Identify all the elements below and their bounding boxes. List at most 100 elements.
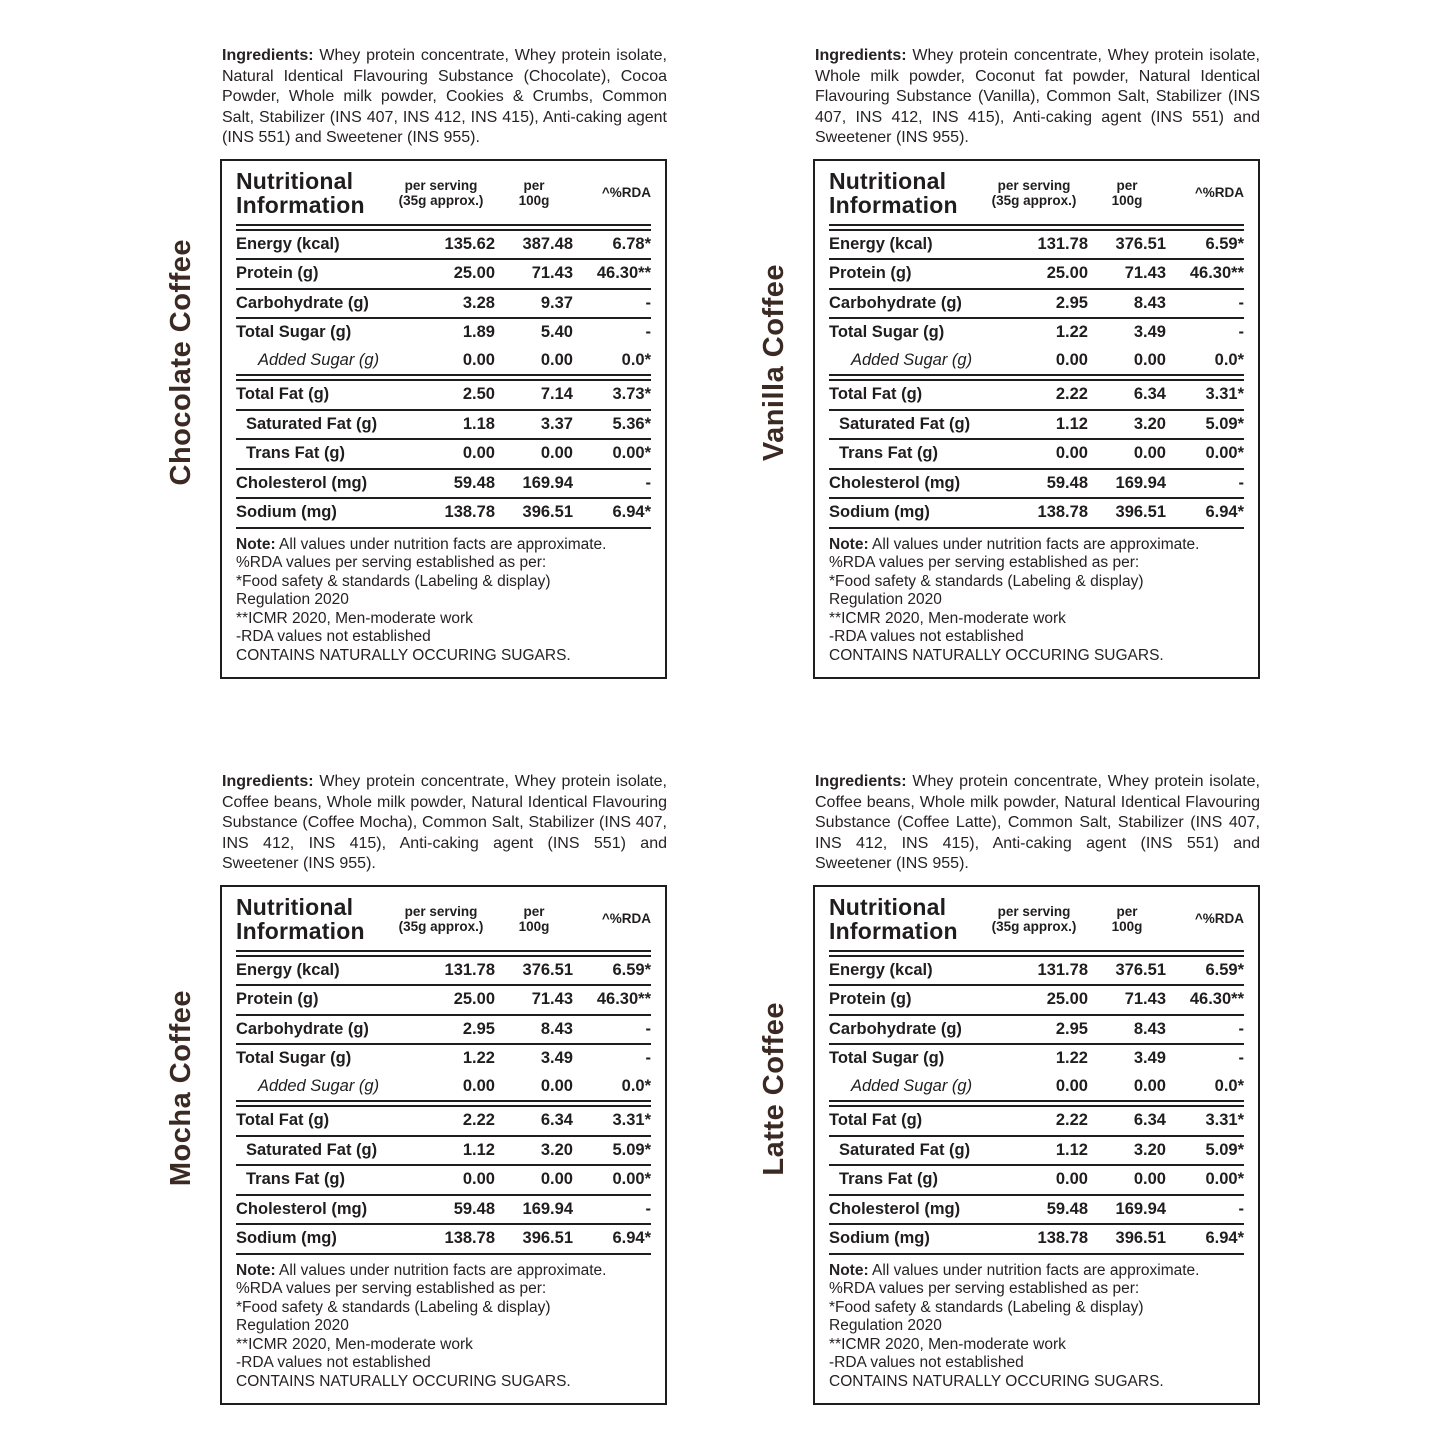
row-label: Total Fat (g) bbox=[829, 1111, 923, 1130]
value-per-100g: 9.37 bbox=[540, 293, 573, 312]
per-100g-line2: 100g bbox=[1111, 919, 1143, 934]
table-title-line2: Information bbox=[829, 918, 958, 944]
note-prefix: Note: bbox=[829, 1261, 869, 1279]
table-row: Total Fat (g) 2.50 7.14 3.73* bbox=[236, 381, 651, 409]
table-row: Added Sugar (g) 0.00 0.00 0.0* bbox=[236, 347, 651, 375]
table-title-line1: Nutritional bbox=[829, 167, 947, 194]
row-divider bbox=[829, 1193, 1244, 1196]
table-row: Cholesterol (mg) 59.48 169.94 - bbox=[236, 470, 651, 498]
value-rda: - bbox=[645, 293, 652, 312]
table-row: Trans Fat (g) 0.00 0.00 0.00* bbox=[236, 440, 651, 468]
value-per-100g: 387.48 bbox=[522, 234, 573, 253]
row-divider bbox=[829, 497, 1244, 499]
row-label: Energy (kcal) bbox=[829, 960, 933, 979]
row-label: Added Sugar (g) bbox=[851, 1076, 973, 1095]
table-header-row: Nutritional Information per serving (35g ap… bbox=[236, 161, 651, 224]
per-100g-line2: 100g bbox=[518, 193, 550, 208]
row-divider bbox=[236, 408, 651, 411]
table-title-line1: Nutritional bbox=[236, 893, 354, 920]
value-per-100g: 396.51 bbox=[522, 1229, 573, 1248]
value-per-100g: 396.51 bbox=[522, 503, 573, 522]
flavor-label: Mocha Coffee bbox=[164, 990, 197, 1187]
per-100g-line1: per bbox=[1116, 903, 1138, 919]
row-divider bbox=[236, 317, 651, 319]
row-label: Trans Fat (g) bbox=[839, 1170, 939, 1189]
per-100g-line1: per bbox=[523, 177, 545, 193]
table-row: Carbohydrate (g) 2.95 8.43 - bbox=[829, 1016, 1244, 1044]
table-row: Total Sugar (g) 1.89 5.40 - bbox=[236, 319, 651, 347]
ingredients-paragraph: Ingredients: Whey protein concentrate, W… bbox=[815, 46, 1260, 149]
value-per-100g: 71.43 bbox=[1124, 990, 1166, 1009]
value-rda: - bbox=[1238, 293, 1245, 312]
row-divider bbox=[236, 497, 651, 499]
value-rda: - bbox=[1238, 323, 1245, 342]
note-line: -RDA values not established bbox=[236, 628, 431, 645]
value-per-serving: 1.12 bbox=[1055, 1140, 1088, 1159]
per-100g-line2: 100g bbox=[518, 919, 550, 934]
table-row: Trans Fat (g) 0.00 0.00 0.00* bbox=[236, 1166, 651, 1194]
per-serving-line2: (35g approx.) bbox=[991, 919, 1077, 934]
row-label: Trans Fat (g) bbox=[246, 444, 346, 463]
row-divider bbox=[829, 317, 1244, 319]
note-line: *Food safety & standards (Labeling & dis… bbox=[236, 1298, 551, 1316]
row-divider bbox=[829, 287, 1244, 290]
table-row: Sodium (mg) 138.78 396.51 6.94* bbox=[236, 1225, 651, 1253]
row-label: Carbohydrate (g) bbox=[236, 1019, 369, 1038]
per-serving-line2: (35g approx.) bbox=[398, 919, 484, 934]
value-per-serving: 0.00 bbox=[462, 350, 495, 369]
value-per-serving: 0.00 bbox=[462, 1076, 495, 1095]
value-per-100g: 169.94 bbox=[1115, 1199, 1166, 1218]
row-divider bbox=[829, 467, 1244, 470]
flavor-label-column: Vanilla Coffee bbox=[745, 46, 803, 679]
value-per-serving: 0.00 bbox=[462, 1170, 495, 1189]
column-header-rda: ^%RDA bbox=[601, 911, 651, 927]
row-divider-double bbox=[236, 374, 651, 381]
table-row: Carbohydrate (g) 3.28 9.37 - bbox=[236, 290, 651, 318]
table-row: Cholesterol (mg) 59.48 169.94 - bbox=[829, 470, 1244, 498]
value-rda: 6.59* bbox=[1205, 960, 1244, 979]
value-per-100g: 376.51 bbox=[1115, 960, 1166, 979]
table-row: Protein (g) 25.00 71.43 46.30** bbox=[236, 260, 651, 288]
value-per-100g: 376.51 bbox=[522, 960, 573, 979]
note-block: Note: All values under nutrition facts a… bbox=[236, 1255, 651, 1404]
value-per-100g: 3.49 bbox=[540, 1049, 573, 1068]
row-label: Added Sugar (g) bbox=[851, 350, 973, 369]
value-per-100g: 3.20 bbox=[1133, 1140, 1166, 1159]
value-per-100g: 169.94 bbox=[522, 1199, 573, 1218]
table-row: Total Sugar (g) 1.22 3.49 - bbox=[829, 1045, 1244, 1073]
table-row: Cholesterol (mg) 59.48 169.94 - bbox=[236, 1196, 651, 1224]
row-divider bbox=[829, 1223, 1244, 1225]
table-title-line2: Information bbox=[236, 192, 365, 218]
note-line: CONTAINS NATURALLY OCCURING SUGARS. bbox=[829, 646, 1164, 664]
value-per-serving: 25.00 bbox=[453, 990, 495, 1009]
table-title: Nutritional Information bbox=[236, 893, 387, 944]
value-rda: 6.94* bbox=[612, 503, 651, 522]
value-rda: 6.78* bbox=[612, 234, 651, 253]
value-per-100g: 3.20 bbox=[1133, 414, 1166, 433]
table-row: Total Fat (g) 2.22 6.34 3.31* bbox=[236, 1107, 651, 1135]
note-line: Regulation 2020 bbox=[236, 1317, 349, 1334]
value-per-serving: 1.12 bbox=[1055, 414, 1088, 433]
value-per-serving: 25.00 bbox=[1046, 990, 1088, 1009]
row-label: Cholesterol (mg) bbox=[829, 473, 961, 492]
row-label: Saturated Fat (g) bbox=[246, 414, 378, 433]
panel-content: Ingredients: Whey protein concentrate, W… bbox=[813, 772, 1260, 1405]
header-divider bbox=[829, 223, 1244, 231]
row-label: Protein (g) bbox=[829, 264, 912, 283]
value-rda: - bbox=[1238, 473, 1245, 492]
value-per-serving: 2.50 bbox=[462, 385, 495, 404]
value-rda: 3.73* bbox=[612, 385, 651, 404]
row-divider bbox=[236, 1164, 651, 1166]
table-row: Carbohydrate (g) 2.95 8.43 - bbox=[829, 290, 1244, 318]
note-line: *Food safety & standards (Labeling & dis… bbox=[829, 572, 1144, 590]
column-header-per-100g: per 100g bbox=[495, 178, 573, 209]
value-per-serving: 138.78 bbox=[444, 503, 495, 522]
ingredients-paragraph: Ingredients: Whey protein concentrate, W… bbox=[222, 772, 667, 875]
ingredients-text: Whey protein concentrate, Whey protein i… bbox=[815, 47, 1260, 146]
row-divider bbox=[236, 287, 651, 290]
table-header-row: Nutritional Information per serving (35g ap… bbox=[829, 887, 1244, 950]
note-line: %RDA values per serving established as p… bbox=[236, 554, 547, 571]
row-label: Total Sugar (g) bbox=[829, 1049, 945, 1068]
value-per-serving: 3.28 bbox=[462, 293, 495, 312]
row-divider bbox=[236, 1193, 651, 1196]
